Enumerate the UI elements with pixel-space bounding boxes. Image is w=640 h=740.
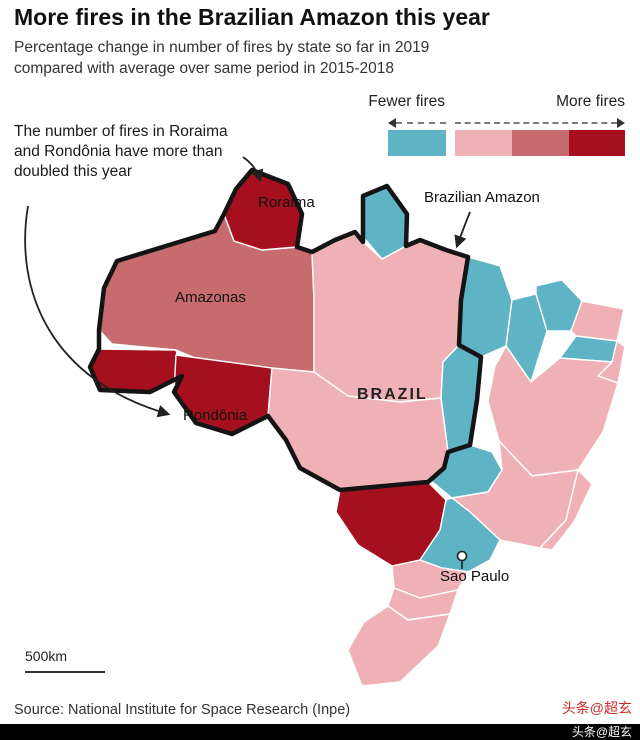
page-title: More fires in the Brazilian Amazon this … [14, 4, 490, 30]
state-bahia [487, 345, 619, 477]
state-sao-paulo [419, 497, 501, 573]
arrow-right-dashed-icon [455, 118, 625, 128]
annotation-arrow-roraima-icon [242, 156, 264, 183]
annotation-arrow-rondonia-icon [24, 205, 171, 418]
state-rio-grande-do-sul [347, 605, 451, 687]
watermark-red: 头条@超玄 [561, 700, 632, 716]
label-roraima: Roraima [258, 194, 315, 211]
arrowhead-left-icon [388, 118, 396, 128]
bottom-bar: 头条@超玄 [0, 724, 640, 740]
dashed-line [396, 122, 446, 124]
legend-swatch-more [512, 130, 569, 156]
amazon-boundary-pointer-icon [454, 211, 471, 249]
legend-swatch-slight-more [455, 130, 512, 156]
legend-swatch-much-more [569, 130, 625, 156]
label-amazonas: Amazonas [175, 289, 246, 306]
legend-swatch-fewer [388, 130, 446, 156]
scale-bar [25, 671, 105, 673]
label-rondonia: Rondônia [183, 407, 248, 424]
watermark-white: 头条@超玄 [571, 725, 632, 739]
source-text: Source: National Institute for Space Res… [14, 702, 351, 718]
annotation-text: The number of fires in Roraima and Rondô… [14, 123, 228, 181]
state-shapes [89, 169, 626, 687]
state-es-rj [539, 469, 593, 551]
subtitle-line-2: compared with average over same period i… [14, 60, 394, 77]
arrow-left-dashed-icon [388, 118, 446, 128]
sao-paulo-marker-icon [456, 550, 468, 562]
arrowhead-right-icon [617, 118, 625, 128]
label-brazilian-amazon: Brazilian Amazon [424, 189, 540, 206]
dashed-line [455, 122, 617, 124]
scale-label: 500km [25, 648, 68, 664]
label-brazil: BRAZIL [357, 386, 428, 403]
legend-more-label: More fires [556, 93, 625, 110]
legend-fewer-label: Fewer fires [368, 93, 445, 110]
label-sao-paulo: Sao Paulo [440, 568, 510, 585]
subtitle-line-1: Percentage change in number of fires by … [14, 39, 430, 56]
amazon-boundary-line [87, 167, 484, 493]
